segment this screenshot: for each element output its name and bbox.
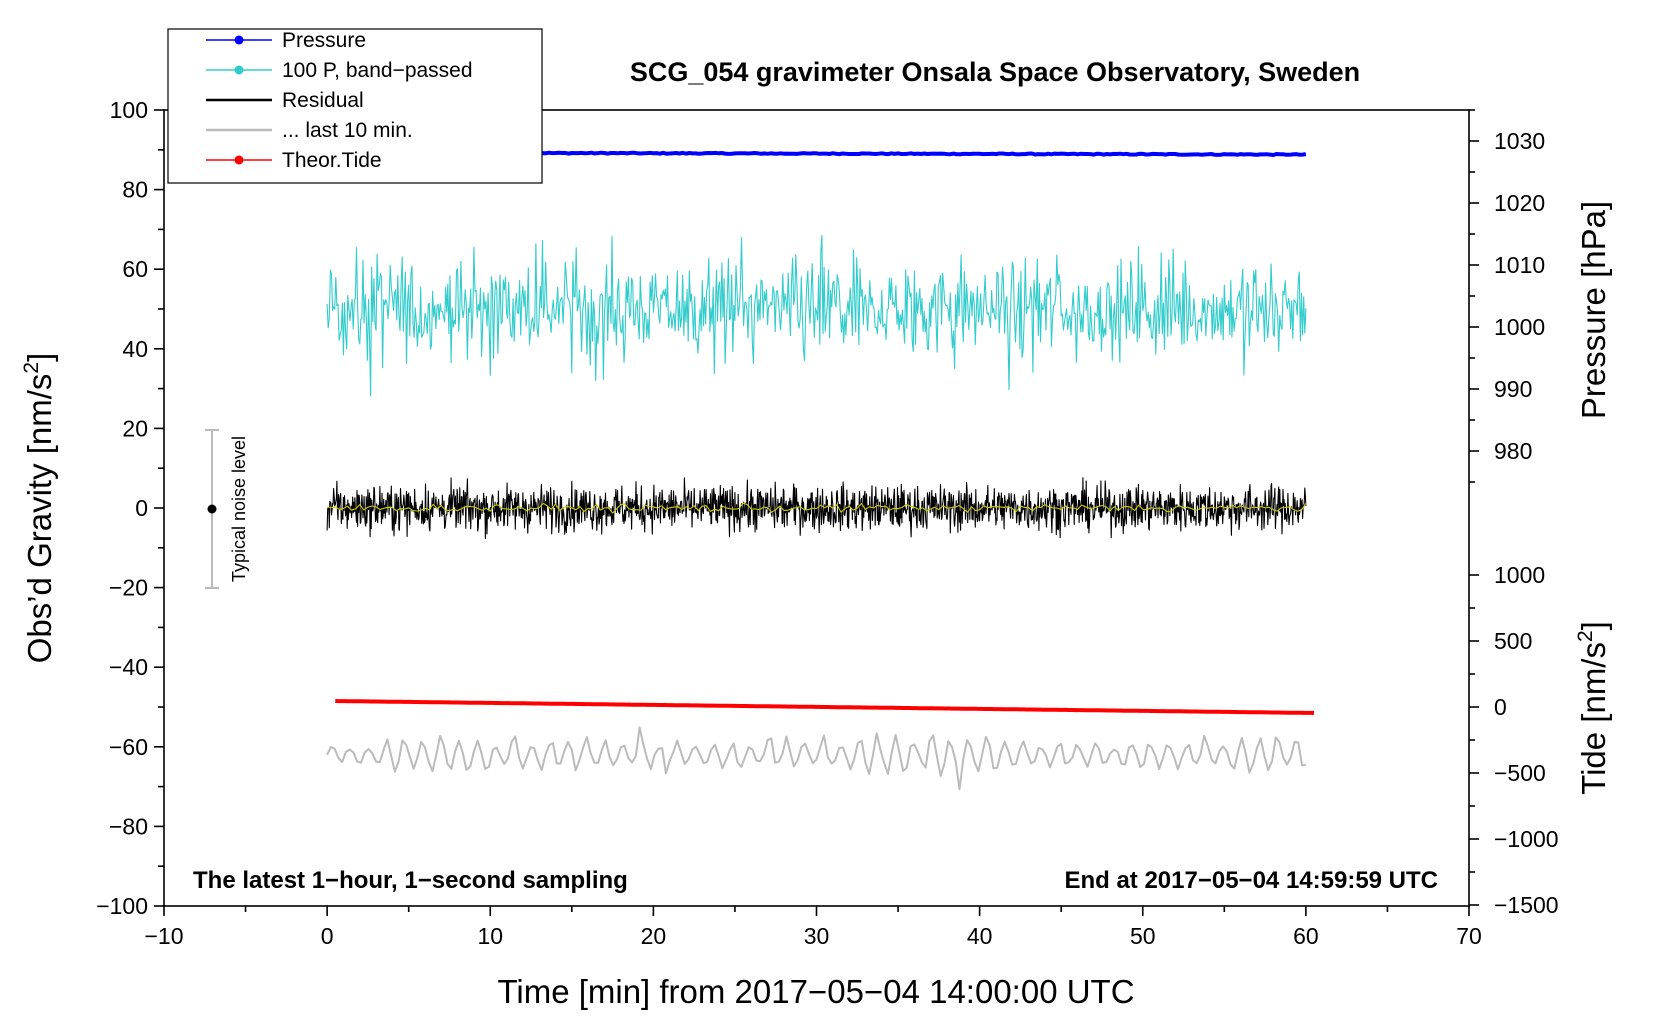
noise-bar-center-dot [207,504,217,514]
x-tick-label: 40 [967,923,993,949]
x-tick-label: 30 [804,923,830,949]
legend: Pressure 100 P, band−passed Residual ... la… [167,28,543,184]
pressure-axis-label: Pressure [hPa] [1575,201,1612,419]
x-tick-label: 20 [641,923,667,949]
tide-axis-label-main: Tide [nm/s [1575,642,1612,795]
tide-tick-label: −1500 [1494,892,1559,918]
tide-tick-label: 1000 [1494,562,1545,588]
y-axis-left-label: Obs’d Gravity [nm/s2] [20,353,58,664]
legend-marker-0 [234,35,244,45]
tide-axis-label: Tide [nm/s2] [1574,621,1612,795]
y-axis-left-ticks: 100 80 60 40 20 0 −20 −40 −60 −80 −100 [96,97,164,919]
sampling-annotation: The latest 1−hour, 1−second sampling [193,867,628,894]
x-tick-label: 60 [1293,923,1319,949]
pressure-tick-label: 1000 [1494,314,1545,340]
tide-tick-label: 0 [1494,694,1507,720]
pressure-tick-label: 1030 [1494,128,1545,154]
legend-box [167,28,543,184]
x-tick-label: −10 [144,923,183,949]
y-tick-label: 40 [122,336,148,362]
legend-label-3: ... last 10 min. [282,119,413,142]
x-tick-label: 70 [1456,923,1482,949]
legend-label-2: Residual [282,89,364,112]
y-tick-label: −60 [109,734,148,760]
noise-bar-label: Typical noise level [229,436,249,582]
pressure-tick-label: 1010 [1494,252,1545,278]
x-tick-label: 10 [477,923,503,949]
legend-label-4: Theor.Tide [282,149,382,172]
legend-marker-4 [234,155,244,165]
y-tick-label: −40 [109,654,148,680]
pressure-tick-label: 1020 [1494,190,1545,216]
series-line-4 [335,699,1315,715]
legend-label-0: Pressure [282,29,366,52]
y-tick-label: −20 [109,575,148,601]
end-time-annotation: End at 2017−05−04 14:59:59 UTC [1064,867,1438,894]
tide-axis-label-sup: 2 [1574,630,1597,642]
tide-axis-label-close: ] [1575,621,1612,630]
pressure-tick-label: 980 [1494,438,1532,464]
series-line-2 [326,477,1307,540]
y-tick-label: 20 [122,415,148,441]
legend-marker-1 [234,65,244,75]
series-line-1 [326,234,1307,397]
series-line-5 [326,726,1307,791]
tide-tick-label: −500 [1494,760,1546,786]
legend-label-1: 100 P, band−passed [282,59,473,82]
pressure-tick-label: 990 [1494,376,1532,402]
tide-tick-label: −1000 [1494,826,1559,852]
y-tick-label: 80 [122,177,148,203]
y-axis-left-label-main: Obs’d Gravity [nm/s [21,374,58,664]
y-tick-label: 0 [135,495,148,521]
noise-bar: Typical noise level [205,429,249,589]
x-axis-label: Time [min] from 2017−05−04 14:00:00 UTC [497,973,1134,1010]
pressure-axis-ticks: 1030 1020 1010 1000 990 980 [1469,109,1545,483]
tide-axis-ticks: 1000 500 0 −500 −1000 −1500 [1469,562,1559,918]
y-tick-label: 60 [122,256,148,282]
y-tick-label: −80 [109,813,148,839]
tide-tick-label: 500 [1494,628,1532,654]
y-axis-left-label-sup: 2 [20,362,43,374]
y-tick-label: 100 [110,97,148,123]
series-layer [326,150,1315,791]
chart-title: SCG_054 gravimeter Onsala Space Observat… [630,57,1360,87]
y-axis-left-label-close: ] [21,353,58,362]
series-line-3 [327,502,1307,514]
x-tick-label: 50 [1130,923,1156,949]
y-tick-label: −100 [96,893,148,919]
x-axis-ticks: −10 0 10 20 30 40 50 60 70 [144,906,1482,949]
x-tick-label: 0 [321,923,334,949]
